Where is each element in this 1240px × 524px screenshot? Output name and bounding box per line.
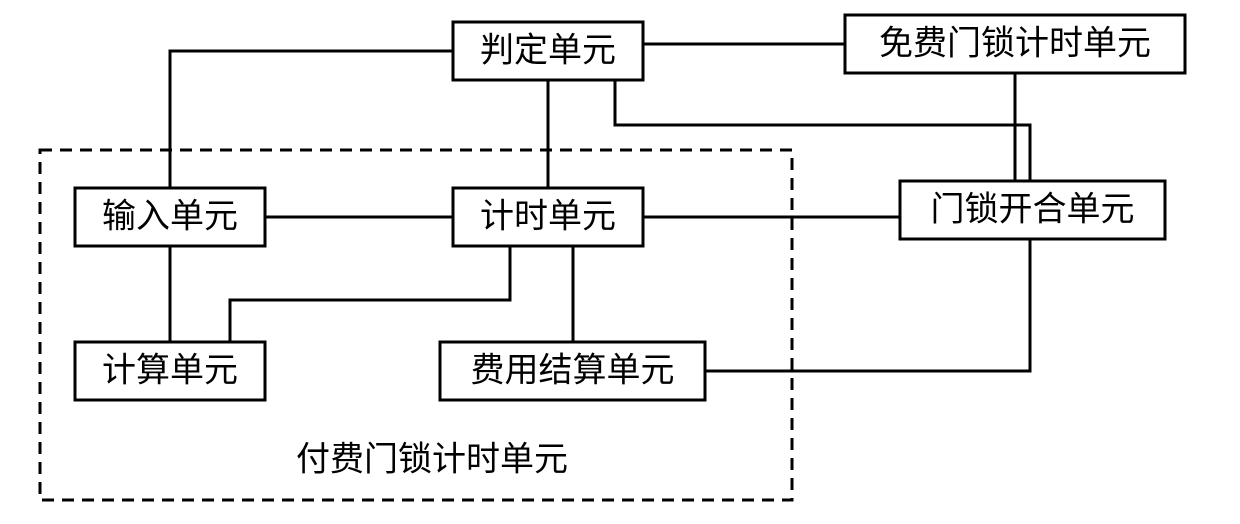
node-label-input: 输入单元 [102, 198, 238, 236]
node-label-judge: 判定单元 [480, 32, 616, 70]
paid-lock-timer-label: 付费门锁计时单元 [296, 441, 568, 479]
node-label-freeTimer: 免费门锁计时单元 [879, 25, 1151, 63]
diagram-canvas: 判定单元 免费门锁计时单元输入单元 计时单元 门锁开合单元计算单元 费用结算单元付费门锁… [0, 0, 1240, 524]
node-label-lockSwitch: 门锁开合单元 [931, 191, 1135, 229]
node-label-calc: 计算单元 [102, 352, 238, 390]
node-label-timer: 计时单元 [480, 199, 616, 236]
node-label-settle: 费用结算单元 [471, 352, 675, 390]
